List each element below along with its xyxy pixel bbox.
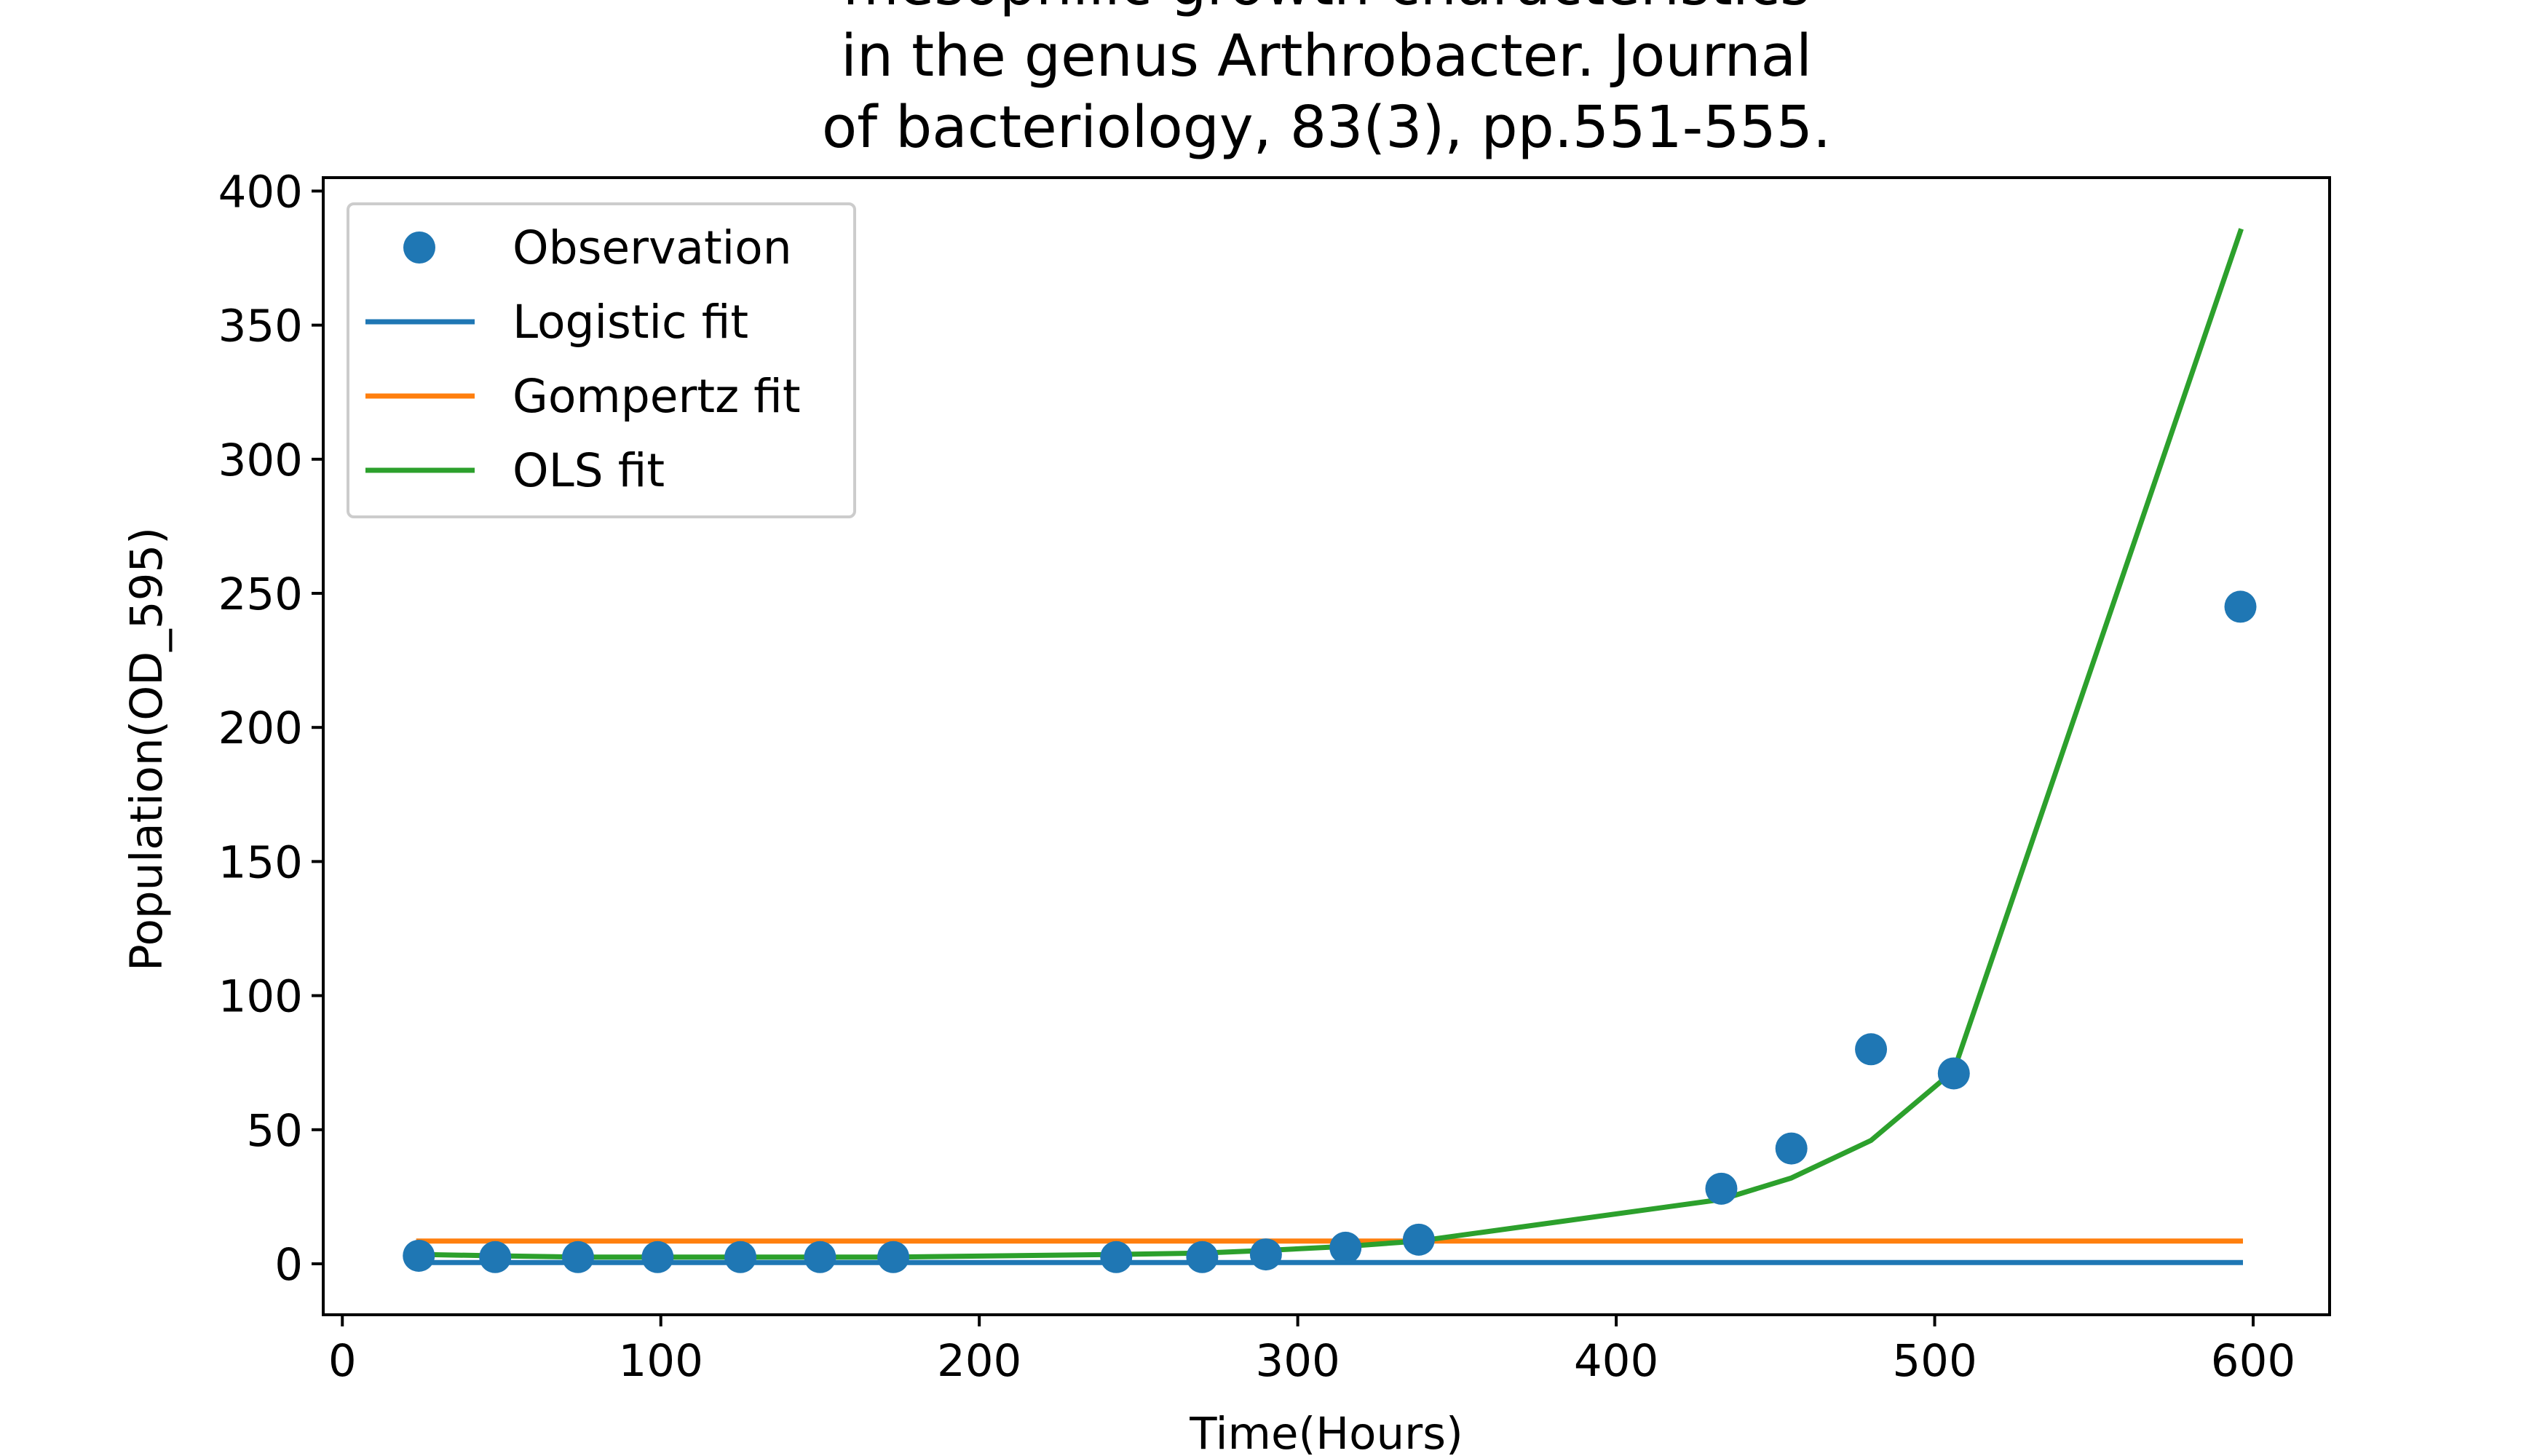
y-tick-label: 300: [218, 435, 303, 486]
observation-point: [1775, 1132, 1808, 1165]
observation-point: [561, 1241, 594, 1273]
observation-point: [1937, 1057, 1970, 1090]
legend-marker-observation: [403, 232, 435, 264]
legend-label: Observation: [513, 221, 792, 274]
y-tick-label: 400: [218, 166, 303, 218]
observation-point: [1402, 1223, 1435, 1256]
chart-title: mesophilic growth characteristics in the …: [822, 0, 1831, 161]
legend-label: OLS fit: [513, 444, 665, 497]
observation-point: [1186, 1241, 1219, 1273]
observation-point: [804, 1241, 836, 1273]
chart-title-line: mesophilic growth characteristics: [843, 0, 1811, 18]
axes: 0 100 200 300 400 500 600 0 50 100 150 200 250 300 350…: [218, 166, 2331, 1387]
observation-point: [877, 1241, 910, 1273]
plot-area: [403, 228, 2257, 1273]
y-axis-label: Population(OD_595): [121, 527, 173, 971]
observation-point: [1329, 1231, 1362, 1264]
y-tick-label: 150: [218, 836, 303, 888]
chart-title-line: of bacteriology, 83(3), pp.551-555.: [822, 94, 1831, 161]
axes-frame: [322, 176, 2331, 1316]
observation-point: [479, 1241, 512, 1273]
legend-label: Gompertz fit: [513, 370, 801, 423]
x-tick-label: 300: [1255, 1335, 1340, 1387]
y-tick-label: 100: [218, 971, 303, 1023]
x-axis-label: Time(Hours): [1189, 1408, 1463, 1456]
legend: Observation Logistic fit Gompertz fit OLS f…: [347, 202, 856, 518]
x-tick-label: 600: [2211, 1335, 2295, 1387]
observation-point: [2224, 590, 2257, 623]
y-tick-label: 50: [246, 1105, 303, 1157]
y-tick-label: 200: [218, 703, 303, 754]
observation-point: [1705, 1172, 1738, 1205]
y-tick-label: 350: [218, 301, 303, 352]
y-tick-label: 0: [274, 1239, 303, 1291]
chart-title-line: in the genus Arthrobacter. Journal: [841, 23, 1812, 90]
x-tick-label: 500: [1892, 1335, 1977, 1387]
x-tick-label: 100: [618, 1335, 703, 1387]
observation-point: [403, 1239, 435, 1272]
y-tick-label: 250: [218, 569, 303, 620]
x-tick-label: 400: [1574, 1335, 1658, 1387]
x-tick-label: 0: [328, 1335, 357, 1387]
x-tick-label: 200: [937, 1335, 1021, 1387]
observation-point: [1100, 1241, 1133, 1273]
observation-point: [724, 1241, 757, 1273]
observation-point: [1249, 1238, 1282, 1271]
legend-label: Logistic fit: [513, 296, 748, 349]
observation-point: [1855, 1033, 1888, 1066]
observation-point: [641, 1241, 674, 1273]
legend-box: [347, 202, 856, 518]
